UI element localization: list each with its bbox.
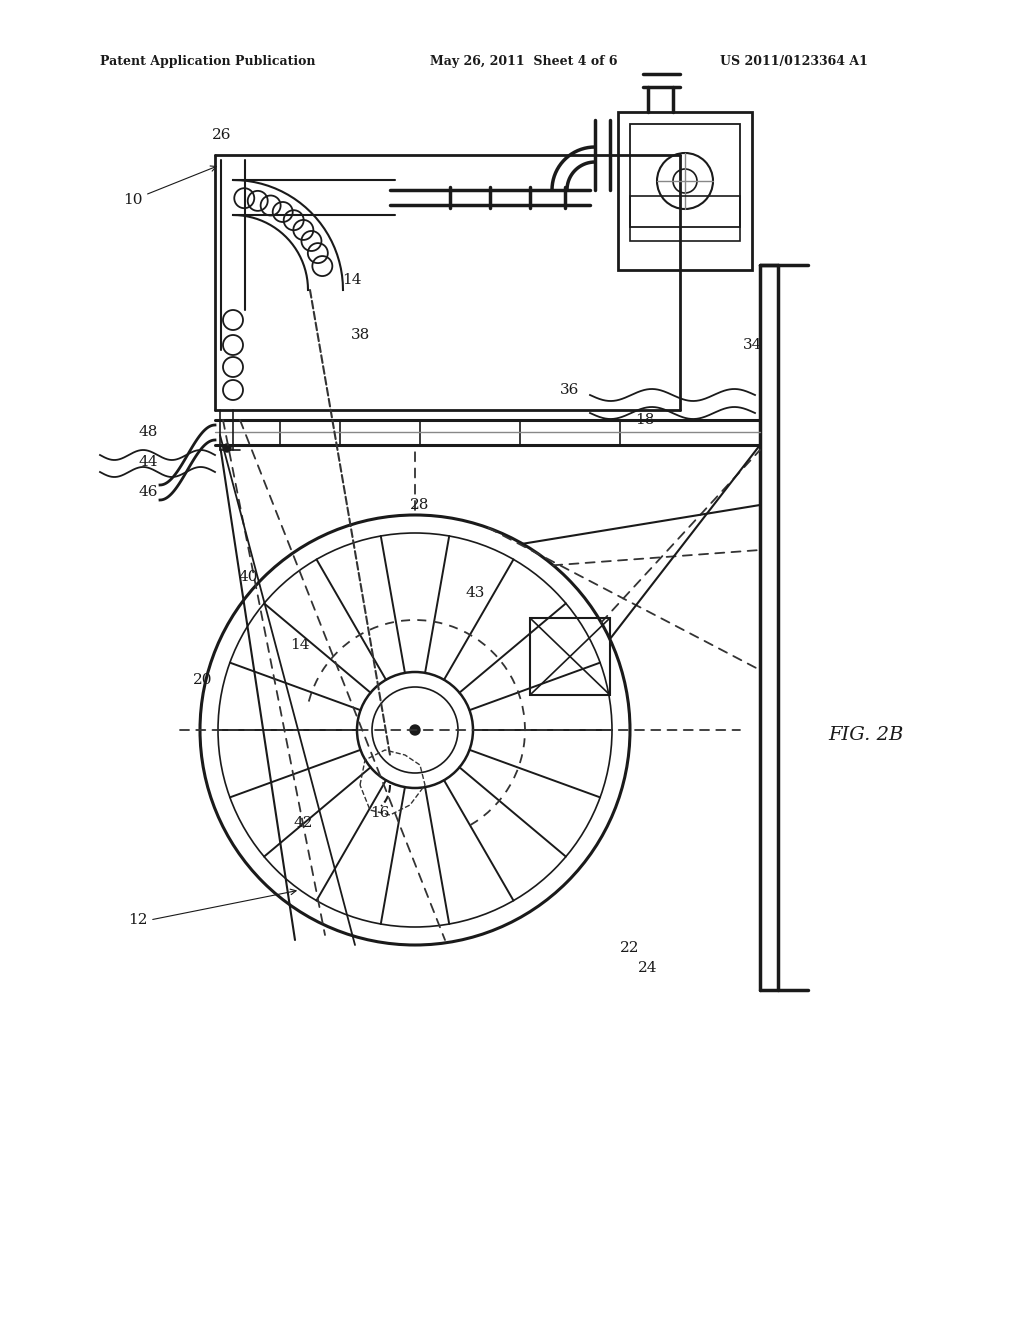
Circle shape <box>223 444 231 451</box>
Text: 34: 34 <box>743 338 763 352</box>
Text: 28: 28 <box>411 498 430 512</box>
Text: 22: 22 <box>621 941 640 954</box>
Text: 14: 14 <box>290 638 309 652</box>
Text: 38: 38 <box>350 327 370 342</box>
Text: 43: 43 <box>465 586 484 601</box>
Text: 14: 14 <box>342 273 361 286</box>
Text: 12: 12 <box>128 913 147 927</box>
Text: 36: 36 <box>560 383 580 397</box>
Text: 48: 48 <box>138 425 158 440</box>
Bar <box>630 195 740 242</box>
Text: 20: 20 <box>194 673 213 686</box>
Text: US 2011/0123364 A1: US 2011/0123364 A1 <box>720 55 868 69</box>
Text: 46: 46 <box>138 484 158 499</box>
Text: FIG. 2B: FIG. 2B <box>828 726 903 744</box>
Text: 40: 40 <box>239 570 258 583</box>
Text: 24: 24 <box>638 961 657 975</box>
Text: Patent Application Publication: Patent Application Publication <box>100 55 315 69</box>
Text: 44: 44 <box>138 455 158 469</box>
Text: 42: 42 <box>293 816 312 830</box>
Bar <box>530 618 610 696</box>
Bar <box>618 112 752 271</box>
Text: 18: 18 <box>635 413 654 426</box>
Text: 10: 10 <box>123 193 142 207</box>
Text: 26: 26 <box>212 128 231 143</box>
Text: May 26, 2011  Sheet 4 of 6: May 26, 2011 Sheet 4 of 6 <box>430 55 617 69</box>
Text: 16: 16 <box>371 807 390 820</box>
Bar <box>630 124 740 227</box>
Circle shape <box>410 725 420 735</box>
